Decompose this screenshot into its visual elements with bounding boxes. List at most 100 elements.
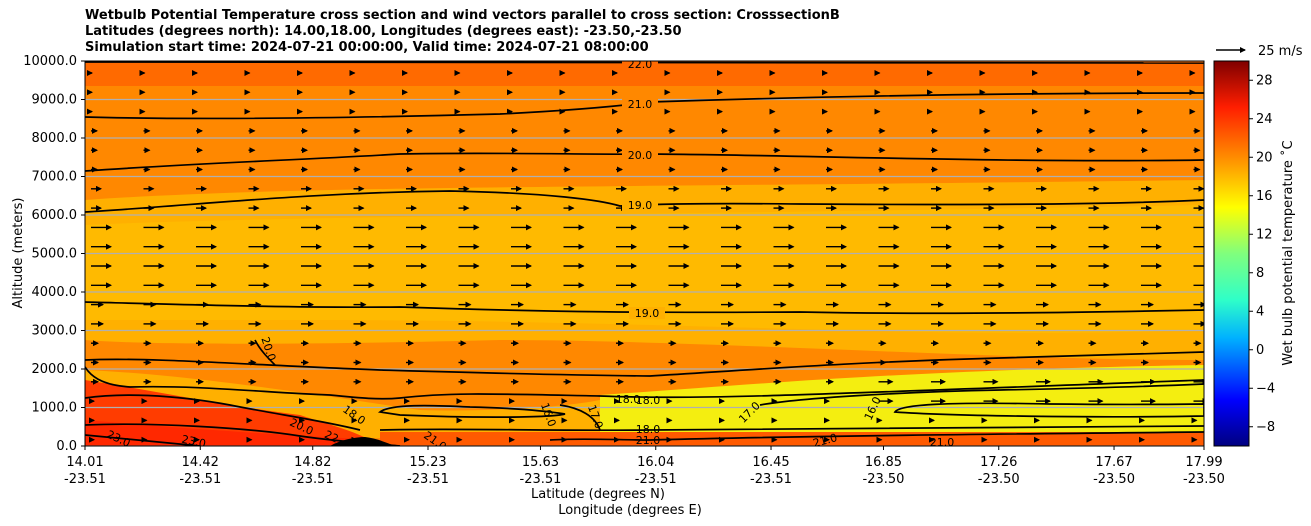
contour-19-lower	[85, 301, 1204, 315]
contour-lines	[85, 61, 1204, 446]
colorbar-tick-label: −4	[1256, 381, 1275, 396]
contour-label: 21.0	[812, 431, 839, 450]
colorbar-label: Wet bulb potential temperature ˚C	[1280, 140, 1296, 365]
contour-label-bg	[629, 307, 665, 319]
contour-20	[85, 152, 1204, 172]
y-tick-label: 10000.0	[23, 54, 77, 69]
y-tick-label: 1000.0	[32, 401, 78, 416]
contour-18-b	[85, 394, 361, 431]
x-axis-label-lat: Latitude (degrees N)	[531, 487, 665, 502]
x-tick-label-lat: 15.23	[409, 455, 446, 470]
contour-18-surface	[379, 425, 1204, 432]
contour-17-right	[759, 383, 1204, 406]
y-tick-label: 0.0	[56, 439, 77, 454]
contour-label: 21.0	[628, 98, 653, 111]
y-axis-label: Altitude (meters)	[11, 198, 26, 309]
title-line-1: Wetbulb Potential Temperature cross sect…	[85, 8, 840, 23]
contour-labels: 22.0 21.0 20.0 19.0 19.0 20.0 18.0 18.0 …	[105, 58, 955, 451]
x-tick-label-lon: -23.51	[750, 472, 792, 487]
x-axis-ticks: 14.01 -23.51 14.42 -23.51 14.82 -23.51 15.23 -2…	[64, 446, 1225, 487]
colorbar-tick-label: 8	[1256, 266, 1264, 281]
x-tick-label-lat: 14.01	[66, 455, 103, 470]
colorbar-tick-label: 20	[1256, 150, 1273, 165]
x-tick-label-lat: 17.67	[1095, 455, 1132, 470]
contour-19-upper	[85, 190, 1204, 213]
grid-lines	[85, 61, 1204, 446]
contour-label: 18.0	[636, 394, 661, 407]
x-tick-label-lon: -23.50	[1093, 472, 1135, 487]
title-line-3: Simulation start time: 2024-07-21 00:00:…	[85, 40, 649, 55]
y-tick-label: 6000.0	[32, 208, 78, 223]
x-tick-label-lon: -23.50	[1183, 472, 1225, 487]
x-tick-label-lat: 16.85	[865, 455, 902, 470]
colorbar-tick-label: 0	[1256, 343, 1264, 358]
field-hot-surface	[85, 420, 380, 446]
y-tick-label: 4000.0	[32, 285, 78, 300]
contour-label: 22	[322, 428, 340, 446]
contour-21-surface	[549, 431, 1204, 441]
colorbar-tick-label: 28	[1256, 73, 1273, 88]
x-tick-label-lon: -23.50	[863, 472, 905, 487]
y-tick-label: 8000.0	[32, 131, 78, 146]
y-tick-label: 3000.0	[32, 324, 78, 339]
contour-17	[559, 404, 601, 431]
plot-area: 22.0 21.0 20.0 19.0 19.0 20.0 18.0 18.0 …	[85, 58, 1204, 451]
contour-label: 22.0	[628, 58, 653, 71]
contour-label-bg	[622, 199, 658, 211]
contour-label: 19.0	[635, 307, 660, 320]
x-tick-label-lat: 16.45	[752, 455, 789, 470]
colorbar-tick-label: 12	[1256, 227, 1273, 242]
x-tick-label-lat: 17.99	[1185, 455, 1222, 470]
x-tick-label-lat: 14.42	[182, 455, 219, 470]
x-tick-label-lon: -23.51	[292, 472, 334, 487]
contour-label: 21.0	[636, 434, 661, 447]
y-tick-label: 2000.0	[32, 362, 78, 377]
colorbar-tick-label: 4	[1256, 304, 1264, 319]
contour-label: 21.0	[930, 436, 955, 449]
colorbar-tick-label: −8	[1256, 420, 1275, 435]
x-tick-label-lon: -23.51	[635, 472, 677, 487]
colorbar-tick-label: 16	[1256, 189, 1273, 204]
field-yellow-band	[600, 365, 1204, 432]
x-tick-label-lat: 17.26	[980, 455, 1017, 470]
contour-20-lower	[85, 351, 1204, 377]
contour-label-bg	[622, 61, 658, 69]
x-axis-label-lon: Longitude (degrees E)	[558, 503, 702, 518]
colorbar-ticks: 28 24 20 16 12 8 4 0 −4 −8	[1249, 73, 1275, 435]
colorbar	[1213, 60, 1250, 447]
x-tick-label-lon: -23.50	[978, 472, 1020, 487]
contour-16-inner	[377, 404, 566, 418]
x-tick-label-lon: -23.51	[407, 472, 449, 487]
contour-22	[85, 61, 1204, 64]
contour-label: 23.0	[180, 433, 207, 451]
terrain	[330, 437, 395, 446]
contour-label: 20.0	[628, 149, 653, 162]
quiver-key-label: 25 m/s	[1258, 44, 1303, 59]
title-line-2: Latitudes (degrees north): 14.00,18.00, …	[85, 24, 682, 39]
y-tick-label: 9000.0	[32, 93, 78, 108]
y-axis-ticks: 0.0 1000.0 2000.0 3000.0 4000.0 5000.0 6000.0 7…	[23, 54, 85, 454]
contour-21	[85, 92, 1204, 120]
contour-23	[85, 434, 201, 446]
x-tick-label-lat: 14.82	[294, 455, 331, 470]
field-surface-layer	[380, 432, 1204, 446]
x-tick-label-lat: 15.63	[522, 455, 559, 470]
contour-label: 18.0	[636, 423, 661, 436]
contour-16-right	[893, 402, 1204, 418]
chart-title: Wetbulb Potential Temperature cross sect…	[85, 8, 840, 56]
x-tick-label-lon: -23.51	[520, 472, 562, 487]
y-tick-label: 5000.0	[32, 247, 78, 262]
contour-18-a	[85, 366, 1204, 400]
contour-label: 19.0	[628, 199, 653, 212]
x-tick-label-lon: -23.51	[179, 472, 221, 487]
contour-label: 18.0	[616, 393, 641, 406]
x-tick-label-lat: 16.04	[637, 455, 674, 470]
contour-label-bg	[622, 98, 658, 110]
colorbar-tick-label: 24	[1256, 112, 1273, 127]
y-tick-label: 7000.0	[32, 170, 78, 185]
x-tick-label-lon: -23.51	[64, 472, 106, 487]
contour-label-bg	[622, 149, 658, 161]
wind-vectors	[87, 70, 1204, 443]
field-core-band	[85, 205, 1204, 333]
